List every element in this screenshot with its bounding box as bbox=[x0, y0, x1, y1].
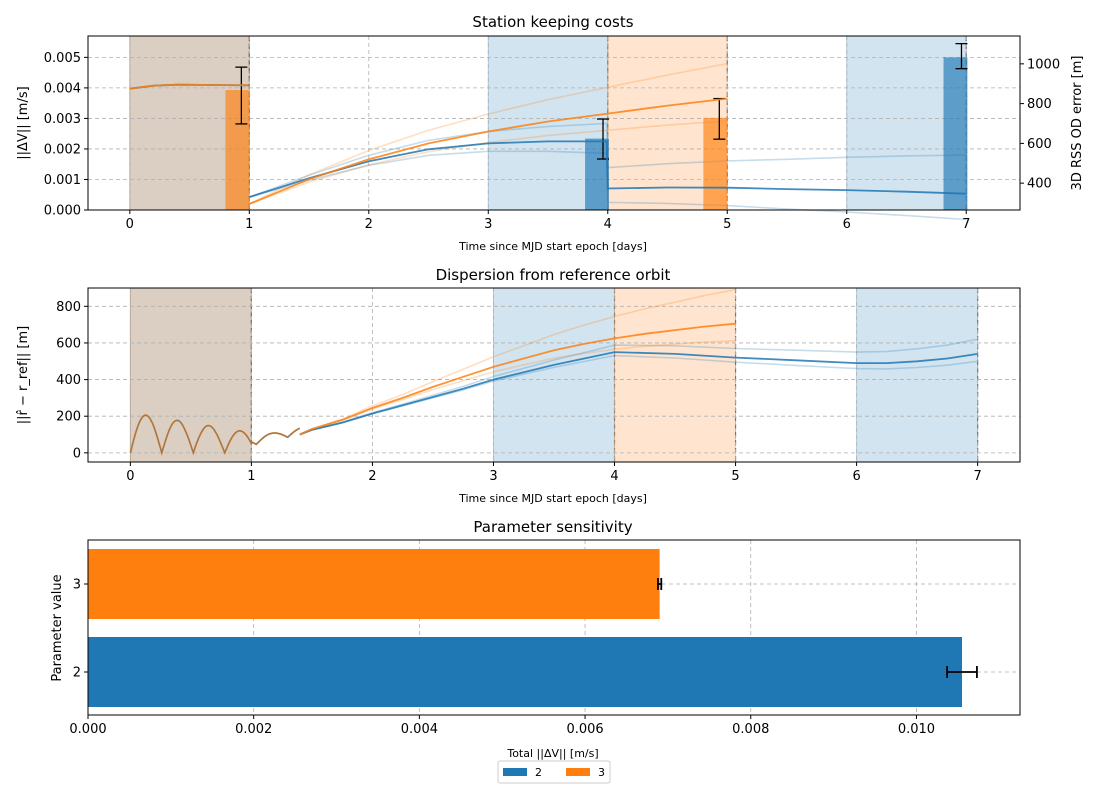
panel1-xtick-label: 4 bbox=[604, 217, 612, 232]
dispersion-oscillation-2 bbox=[129, 414, 301, 455]
panel2-xlabel: Time since MJD start epoch [days] bbox=[458, 492, 647, 505]
dv-bar-3 bbox=[703, 117, 728, 210]
panel2-plot-area: 0 1 2 3 4 5 6 7 0 200 400 600 800 bbox=[56, 287, 1021, 484]
od-error-line-3 bbox=[248, 97, 728, 205]
panel3-plot-area: 0.000 0.002 0.004 0.006 0.008 0.010 2 3 bbox=[69, 539, 1021, 737]
panel2-xtick-label: 6 bbox=[852, 469, 860, 484]
panel2-ytick-label: 600 bbox=[56, 336, 81, 351]
shaded-interval-2 bbox=[856, 287, 979, 463]
legend-frame bbox=[497, 760, 611, 784]
panel3-xtick-label: 0.004 bbox=[401, 722, 438, 737]
legend-label-3: 3 bbox=[598, 766, 605, 779]
panel3-xtick-label: 0.008 bbox=[732, 722, 769, 737]
panel1-ytick-label: 0.002 bbox=[44, 142, 81, 157]
panel1-xlabel: Time since MJD start epoch [days] bbox=[458, 240, 647, 253]
legend-swatch-3 bbox=[566, 768, 590, 776]
panel3-ytick-label: 3 bbox=[73, 578, 81, 593]
panel2-title: Dispersion from reference orbit bbox=[436, 266, 671, 284]
panel1-xtick-label: 7 bbox=[962, 217, 970, 232]
panel1-ytick-label: 0.004 bbox=[44, 81, 81, 96]
od-error-line-3 bbox=[129, 83, 250, 90]
panel1-y2tick-label: 800 bbox=[1027, 97, 1052, 112]
panel3-xlabel: Total ||ΔV|| [m/s] bbox=[506, 747, 598, 760]
panel1-xtick-label: 2 bbox=[365, 217, 373, 232]
parameter-sensitivity-panel: Parameter sensitivity 0.000 0.002 0.004 0.0… bbox=[50, 518, 1021, 784]
panel3-frame bbox=[87, 539, 1021, 716]
panel2-ytick-label: 800 bbox=[56, 300, 81, 315]
panel2-xtick-label: 0 bbox=[126, 469, 134, 484]
sensitivity-bar-3 bbox=[88, 549, 660, 619]
panel1-title: Station keeping costs bbox=[472, 13, 633, 31]
shaded-interval-3 bbox=[129, 287, 252, 463]
panel2-xtick-label: 5 bbox=[731, 469, 739, 484]
panel3-ytick-label: 2 bbox=[73, 666, 81, 681]
panel1-xtick-label: 3 bbox=[484, 217, 492, 232]
panel2-xtick-label: 1 bbox=[247, 469, 255, 484]
panel1-xtick-label: 5 bbox=[723, 217, 731, 232]
shaded-interval-2 bbox=[129, 287, 252, 463]
dv-bar-2 bbox=[585, 138, 609, 210]
panel1-xtick-label: 1 bbox=[245, 217, 253, 232]
panel3-ylabel: Parameter value bbox=[50, 574, 65, 681]
panel1-xtick-label: 0 bbox=[126, 217, 134, 232]
panel3-title: Parameter sensitivity bbox=[473, 518, 632, 536]
panel2-xtick-label: 7 bbox=[973, 469, 981, 484]
dispersion-line-3 bbox=[299, 322, 736, 436]
sensitivity-bar-2 bbox=[88, 637, 963, 707]
panel2-xtick-label: 2 bbox=[368, 469, 376, 484]
legend: 2 3 bbox=[497, 760, 611, 784]
panel2-ytick-label: 400 bbox=[56, 373, 81, 388]
panel1-frame bbox=[87, 35, 1021, 211]
dispersion-panel: Dispersion from reference orbit 0 1 2 3 4 5 6 7… bbox=[16, 266, 1021, 505]
panel1-ytick-label: 0.003 bbox=[44, 112, 81, 127]
panel2-ylabel: ||r̂ − r_ref|| [m] bbox=[16, 326, 31, 424]
panel3-xtick-label: 0.000 bbox=[69, 722, 106, 737]
legend-swatch-2 bbox=[503, 768, 527, 776]
panel2-ytick-label: 0 bbox=[73, 446, 81, 461]
panel3-xtick-label: 0.002 bbox=[235, 722, 272, 737]
dispersion-line-2 bbox=[299, 351, 978, 436]
panel1-ylabel: ||ΔV|| [m/s] bbox=[16, 86, 31, 159]
dv-bar-2 bbox=[943, 57, 968, 210]
panel1-y2tick-label: 600 bbox=[1027, 137, 1052, 152]
legend-label-2: 2 bbox=[535, 766, 542, 779]
panel1-y2tick-label: 400 bbox=[1027, 177, 1052, 192]
panel2-ytick-label: 200 bbox=[56, 410, 81, 425]
panel1-xtick-label: 6 bbox=[843, 217, 851, 232]
panel1-ytick-label: 0.000 bbox=[44, 204, 81, 219]
panel1-y2label: 3D RSS OD error [m] bbox=[1070, 56, 1085, 191]
od-error-line-2 bbox=[249, 140, 967, 198]
station-keeping-panel: Station keeping costs 0 1 2 3 4 5 6 7 0.000 0.001… bbox=[16, 13, 1085, 253]
dv-bar-3 bbox=[225, 90, 250, 210]
panel1-plot-area: 0 1 2 3 4 5 6 7 0.000 0.001 0.002 0.003 0.004 0.005 40… bbox=[44, 35, 1060, 232]
od-error-band-upper-3 bbox=[248, 62, 728, 205]
panel2-frame bbox=[87, 287, 1021, 463]
panel1-ytick-label: 0.001 bbox=[44, 173, 81, 188]
panel2-xtick-label: 4 bbox=[610, 469, 618, 484]
panel1-y2tick-label: 1000 bbox=[1027, 57, 1060, 72]
panel2-xtick-label: 3 bbox=[489, 469, 497, 484]
shaded-interval-3 bbox=[614, 287, 737, 463]
panel3-xtick-label: 0.010 bbox=[898, 722, 935, 737]
panel3-xtick-label: 0.006 bbox=[566, 722, 603, 737]
dispersion-band-upper-3 bbox=[299, 288, 736, 436]
panel1-ytick-label: 0.005 bbox=[44, 51, 81, 66]
